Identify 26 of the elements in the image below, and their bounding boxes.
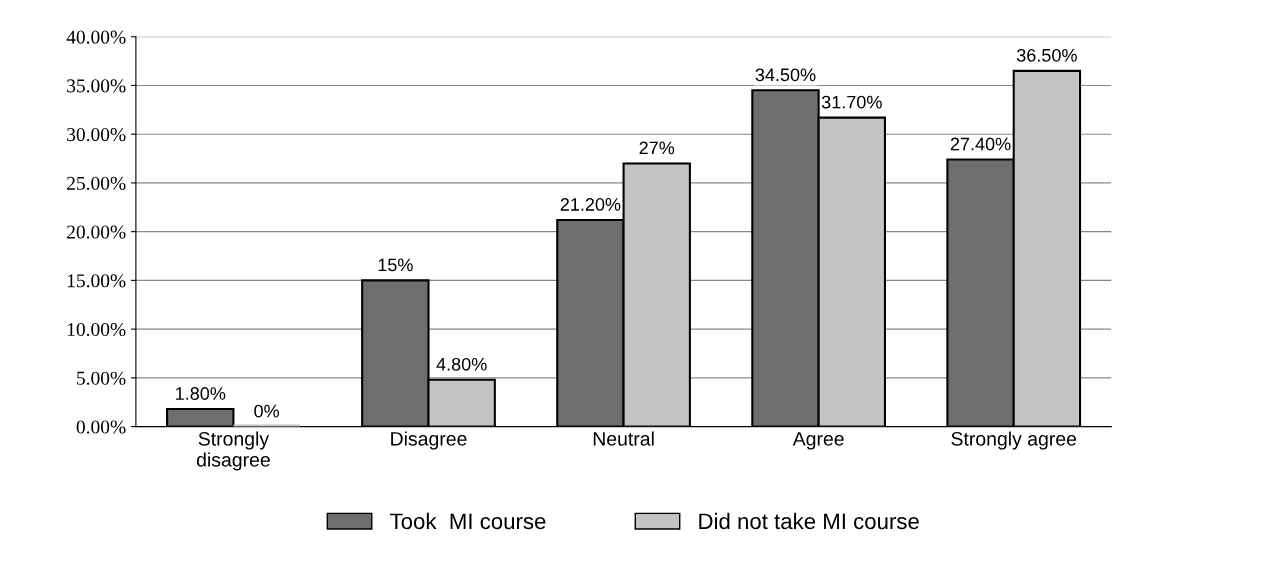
x-tick-label: Strongly agree xyxy=(951,431,1077,450)
x-tick-label: Agree xyxy=(792,432,844,450)
x-tick-label: Neutral xyxy=(593,431,654,446)
y-tick-label: 20.00% xyxy=(67,225,126,239)
legend-label: Did not take MI course xyxy=(699,512,919,530)
legend-label: Took MI course xyxy=(390,512,546,530)
data-label: 27% xyxy=(639,141,675,155)
y-tick-label: 10.00% xyxy=(67,322,126,337)
y-tick-label: 0.00% xyxy=(76,420,126,434)
data-label: 36.50% xyxy=(1016,48,1077,62)
x-tick-label: Strongly disagree xyxy=(196,431,270,471)
data-label: 31.70% xyxy=(821,95,882,109)
data-label: 15% xyxy=(378,258,413,272)
y-tick-label: 35.00% xyxy=(67,79,126,93)
y-tick-label: 40.00% xyxy=(66,30,126,44)
data-label: 0% xyxy=(254,404,279,418)
data-label: 1.80% xyxy=(176,387,226,400)
y-tick-label: 15.00% xyxy=(67,274,126,288)
data-label: 21.20% xyxy=(560,198,621,211)
data-label: 4.80% xyxy=(436,357,487,371)
x-tick-label: Disagree xyxy=(391,431,467,450)
y-tick-label: 30.00% xyxy=(67,128,126,142)
data-label: 34.50% xyxy=(755,68,816,82)
y-tick-label: 5.00% xyxy=(77,371,126,385)
y-tick-label: 25.00% xyxy=(67,176,126,190)
data-label: 27.40% xyxy=(950,137,1011,151)
